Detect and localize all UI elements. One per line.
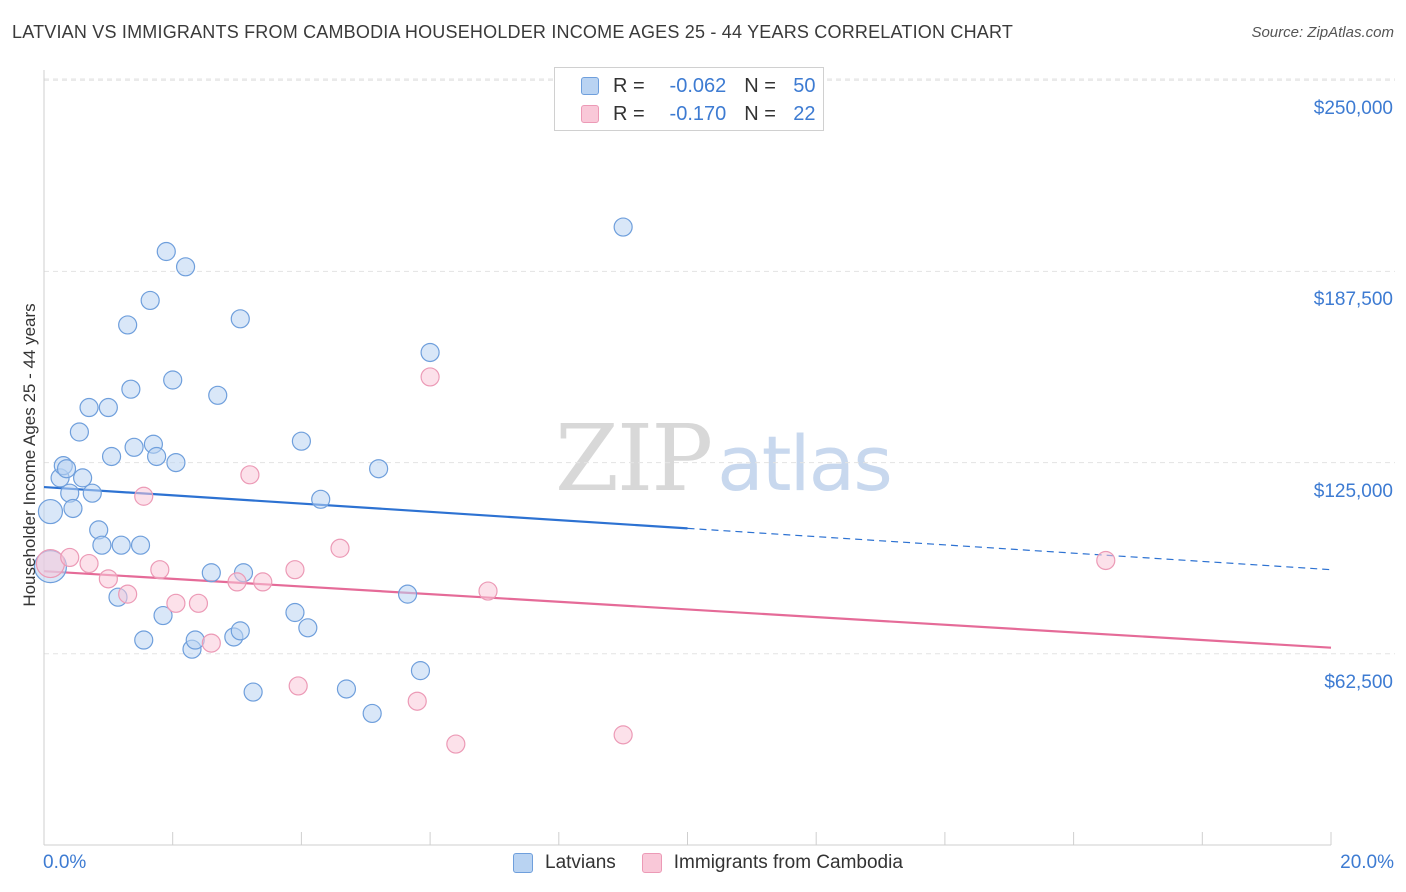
legend-item-latvians[interactable]: Latvians	[513, 852, 616, 874]
data-point-latvians	[397, 584, 418, 604]
legend-label-latvians: Latvians	[545, 852, 616, 873]
data-point-latvians	[613, 217, 633, 237]
correlation-legend: R = -0.062 N = 50 R = -0.170 N = 22	[554, 67, 824, 131]
data-point-cambodia	[288, 676, 308, 696]
watermark-atlas: atlas	[717, 419, 893, 508]
legend-r-label: R =	[613, 102, 645, 125]
y-tick-label: $187,500	[1313, 289, 1393, 311]
data-point-latvians	[79, 397, 99, 418]
legend-swatch-latvians	[581, 77, 599, 95]
data-point-cambodia	[188, 593, 209, 613]
data-point-latvians	[147, 446, 167, 467]
legend-r-value: -0.170	[669, 102, 727, 125]
data-point-latvians	[82, 483, 102, 503]
legend-n-value: 50	[793, 74, 816, 97]
data-point-latvians	[410, 661, 431, 681]
trend-line-dashed	[687, 527, 1332, 571]
data-point-latvians	[362, 703, 382, 724]
data-point-latvians	[56, 459, 77, 479]
data-point-cambodia	[134, 486, 154, 506]
chart-title: LATVIAN VS IMMIGRANTS FROM CAMBODIA HOUS…	[12, 22, 1014, 42]
legend-n-label: N =	[744, 102, 776, 125]
legend-label-cambodia: Immigrants from Cambodia	[673, 852, 903, 873]
x-tick-label-max: 20.0%	[1340, 852, 1394, 873]
data-point-latvians	[163, 370, 183, 390]
data-point-latvians	[69, 422, 89, 442]
legend-r-label: R =	[613, 74, 645, 97]
data-point-latvians	[230, 309, 250, 329]
watermark-zip: ZIP	[555, 405, 713, 512]
data-point-latvians	[73, 468, 93, 488]
data-point-latvians	[111, 535, 131, 555]
data-point-latvians	[243, 682, 263, 702]
data-point-cambodia	[227, 572, 247, 592]
data-point-cambodia	[240, 465, 260, 485]
y-axis-label: Householder Income Ages 25 - 44 years	[20, 303, 39, 607]
data-point-cambodia	[1096, 550, 1116, 571]
data-point-latvians	[175, 257, 196, 277]
legend-r-value: -0.062	[669, 74, 727, 97]
y-tick-label: $62,500	[1324, 671, 1393, 693]
data-point-latvians	[369, 459, 389, 479]
data-point-cambodia	[35, 548, 66, 579]
data-points	[33, 217, 1116, 754]
legend-swatch-latvians	[513, 853, 533, 873]
data-point-latvians	[92, 535, 112, 555]
data-point-cambodia	[613, 725, 633, 745]
data-point-cambodia	[420, 367, 440, 387]
watermark: ZIPatlas	[555, 405, 893, 512]
data-point-latvians	[291, 431, 311, 451]
legend-row-cambodia: R = -0.170 N = 22	[581, 102, 816, 126]
data-point-latvians	[63, 498, 83, 519]
legend-n-label: N =	[744, 74, 776, 97]
data-point-latvians	[156, 241, 176, 262]
data-point-latvians	[311, 489, 331, 509]
x-tick-label-min: 0.0%	[43, 852, 87, 873]
legend-swatch-cambodia	[581, 105, 599, 123]
data-point-latvians	[336, 679, 357, 699]
data-point-latvians	[130, 535, 151, 555]
data-point-cambodia	[330, 538, 350, 558]
legend-row-latvians: R = -0.062 N = 50	[581, 74, 816, 98]
data-point-latvians	[37, 498, 64, 525]
data-point-cambodia	[118, 584, 138, 604]
data-point-cambodia	[150, 560, 170, 580]
data-point-latvians	[166, 453, 186, 473]
source-label: Source: ZipAtlas.com	[1251, 24, 1394, 41]
data-point-latvians	[185, 630, 205, 650]
series-legend: Latvians Immigrants from Cambodia	[513, 852, 929, 874]
data-point-latvians	[285, 602, 305, 623]
data-point-cambodia	[201, 633, 221, 653]
data-point-cambodia	[166, 593, 186, 613]
y-tick-label: $125,000	[1313, 480, 1393, 502]
data-point-latvians	[101, 446, 122, 467]
data-point-cambodia	[407, 691, 427, 711]
legend-item-cambodia[interactable]: Immigrants from Cambodia	[641, 852, 903, 874]
data-point-latvians	[201, 563, 221, 583]
data-point-latvians	[420, 342, 440, 363]
data-point-cambodia	[253, 572, 273, 592]
data-point-latvians	[124, 437, 144, 457]
data-point-latvians	[118, 315, 138, 335]
data-point-cambodia	[285, 560, 305, 580]
data-point-latvians	[208, 385, 228, 405]
data-point-latvians	[121, 379, 141, 399]
data-point-cambodia	[98, 569, 118, 589]
data-point-latvians	[230, 621, 250, 641]
axes	[43, 70, 1332, 846]
data-point-latvians	[298, 618, 318, 638]
data-point-cambodia	[478, 581, 498, 601]
data-point-latvians	[140, 290, 160, 311]
data-point-latvians	[134, 630, 154, 650]
legend-n-value: 22	[793, 102, 816, 125]
legend-swatch-cambodia	[641, 853, 662, 873]
data-point-latvians	[98, 397, 118, 418]
y-tick-label: $250,000	[1313, 98, 1393, 120]
data-point-cambodia	[446, 734, 466, 754]
data-point-cambodia	[60, 547, 80, 568]
data-point-cambodia	[79, 553, 99, 574]
data-point-latvians	[153, 605, 173, 626]
